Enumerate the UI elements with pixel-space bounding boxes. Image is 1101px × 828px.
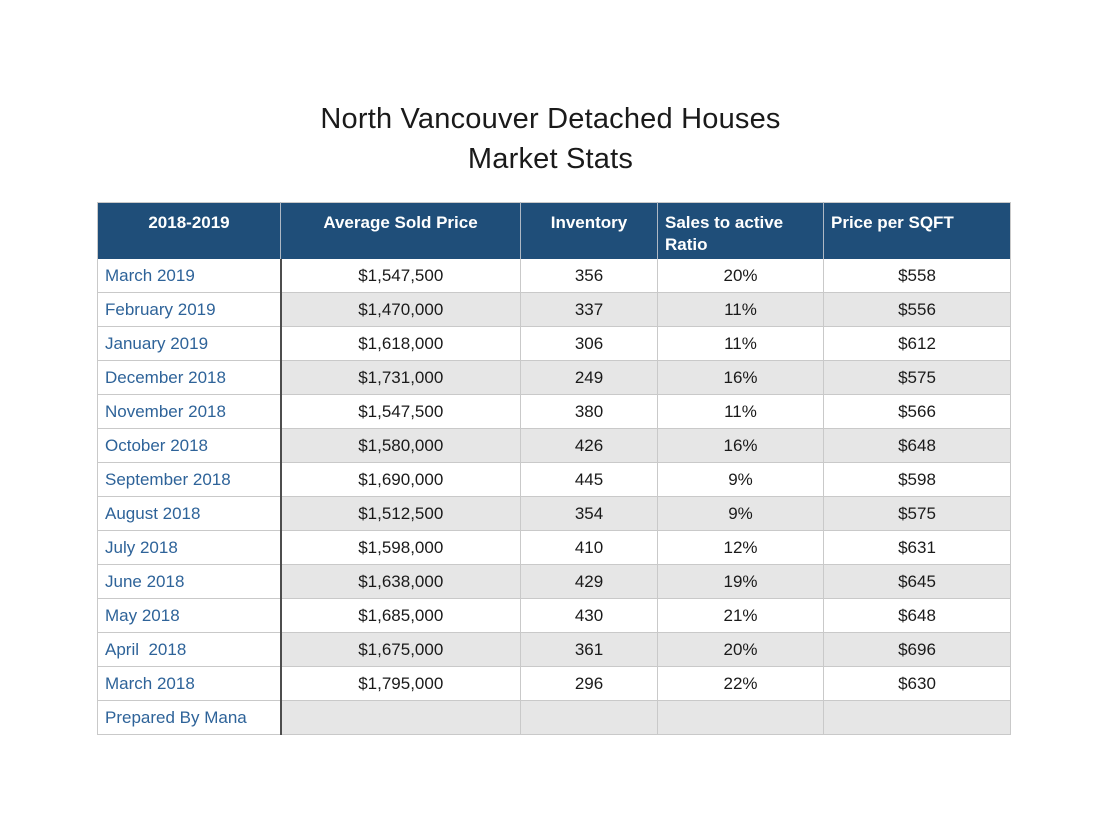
cell-sales-ratio: 22% [657,666,824,701]
cell-avg-sold-price: $1,580,000 [280,428,521,463]
cell-price-sqft: $631 [823,530,1011,565]
cell-inventory: 380 [520,394,658,429]
cell-price-sqft: $566 [823,394,1011,429]
cell-sales-ratio: 11% [657,394,824,429]
cell-sales-ratio: 9% [657,496,824,531]
cell-price-sqft: $598 [823,462,1011,497]
cell-month: February 2019 [97,292,282,327]
cell-sales-ratio: 9% [657,462,824,497]
cell-sales-ratio: 11% [657,292,824,327]
cell-avg-sold-price: $1,470,000 [280,292,521,327]
cell-sales-ratio: 11% [657,326,824,361]
cell-month: August 2018 [97,496,282,531]
cell-avg-sold-price: $1,731,000 [280,360,521,395]
cell-month: May 2018 [97,598,282,633]
cell-inventory: 354 [520,496,658,531]
cell-price-sqft: $575 [823,496,1011,531]
cell-inventory: 361 [520,632,658,667]
cell-avg-sold-price: $1,547,500 [280,394,521,429]
cell-avg-sold-price: $1,547,500 [280,259,521,293]
cell-month: September 2018 [97,462,282,497]
cell-month: December 2018 [97,360,282,395]
cell-sales-ratio: 12% [657,530,824,565]
col-header-inventory: Inventory [520,202,658,259]
cell-avg-sold-price: $1,618,000 [280,326,521,361]
table-row: July 2018 $1,598,000 410 12% $631 [97,530,1011,565]
cell-avg-sold-price: $1,690,000 [280,462,521,497]
cell-sales-ratio: 20% [657,259,824,293]
col-header-price-sqft: Price per SQFT [823,202,1011,259]
cell-sales-ratio: 21% [657,598,824,633]
cell-avg-sold-price: $1,685,000 [280,598,521,633]
cell-inventory: 356 [520,259,658,293]
cell-price-sqft: $645 [823,564,1011,599]
table-row: October 2018 $1,580,000 426 16% $648 [97,428,1011,463]
cell-month: January 2019 [97,326,282,361]
header-row: 2018-2019 Average Sold Price Inventory S… [97,202,1011,259]
col-header-period: 2018-2019 [97,202,281,259]
cell-price-sqft: $612 [823,326,1011,361]
table-row: August 2018 $1,512,500 354 9% $575 [97,496,1011,531]
cell-empty [823,700,1011,735]
page-title: North Vancouver Detached Houses Market S… [0,99,1101,179]
cell-price-sqft: $556 [823,292,1011,327]
cell-inventory: 249 [520,360,658,395]
cell-inventory: 426 [520,428,658,463]
cell-inventory: 445 [520,462,658,497]
table-row: May 2018 $1,685,000 430 21% $648 [97,598,1011,633]
cell-price-sqft: $648 [823,598,1011,633]
footer-label: Prepared By Mana [97,700,282,735]
cell-month: March 2018 [97,666,282,701]
page-title-line2: Market Stats [467,143,634,175]
table-footer-row: Prepared By Mana [97,700,1011,735]
cell-sales-ratio: 20% [657,632,824,667]
market-stats-table: 2018-2019 Average Sold Price Inventory S… [97,202,1011,735]
col-header-sales-ratio: Sales to active Ratio [657,202,824,259]
cell-avg-sold-price: $1,638,000 [280,564,521,599]
table-row: November 2018 $1,547,500 380 11% $566 [97,394,1011,429]
cell-month: June 2018 [97,564,282,599]
cell-price-sqft: $630 [823,666,1011,701]
cell-empty [520,700,658,735]
table-row: February 2019 $1,470,000 337 11% $556 [97,292,1011,327]
table-row: June 2018 $1,638,000 429 19% $645 [97,564,1011,599]
cell-inventory: 430 [520,598,658,633]
table-row: January 2019 $1,618,000 306 11% $612 [97,326,1011,361]
cell-sales-ratio: 16% [657,360,824,395]
cell-sales-ratio: 16% [657,428,824,463]
cell-empty [657,700,824,735]
table-row: April 2018 $1,675,000 361 20% $696 [97,632,1011,667]
table-row: March 2019 $1,547,500 356 20% $558 [97,259,1011,293]
cell-month: April 2018 [97,632,282,667]
cell-month: March 2019 [97,259,282,293]
cell-month: November 2018 [97,394,282,429]
cell-price-sqft: $558 [823,259,1011,293]
cell-avg-sold-price: $1,675,000 [280,632,521,667]
cell-empty [280,700,521,735]
cell-month: October 2018 [97,428,282,463]
cell-month: July 2018 [97,530,282,565]
cell-inventory: 337 [520,292,658,327]
cell-inventory: 296 [520,666,658,701]
cell-inventory: 410 [520,530,658,565]
cell-avg-sold-price: $1,795,000 [280,666,521,701]
page-title-line1: North Vancouver Detached Houses [320,103,781,135]
table-row: December 2018 $1,731,000 249 16% $575 [97,360,1011,395]
cell-inventory: 429 [520,564,658,599]
cell-inventory: 306 [520,326,658,361]
cell-price-sqft: $575 [823,360,1011,395]
cell-sales-ratio: 19% [657,564,824,599]
cell-price-sqft: $648 [823,428,1011,463]
col-header-avg-sold-price: Average Sold Price [280,202,521,259]
table-row: March 2018 $1,795,000 296 22% $630 [97,666,1011,701]
cell-avg-sold-price: $1,598,000 [280,530,521,565]
cell-price-sqft: $696 [823,632,1011,667]
cell-avg-sold-price: $1,512,500 [280,496,521,531]
table-row: September 2018 $1,690,000 445 9% $598 [97,462,1011,497]
